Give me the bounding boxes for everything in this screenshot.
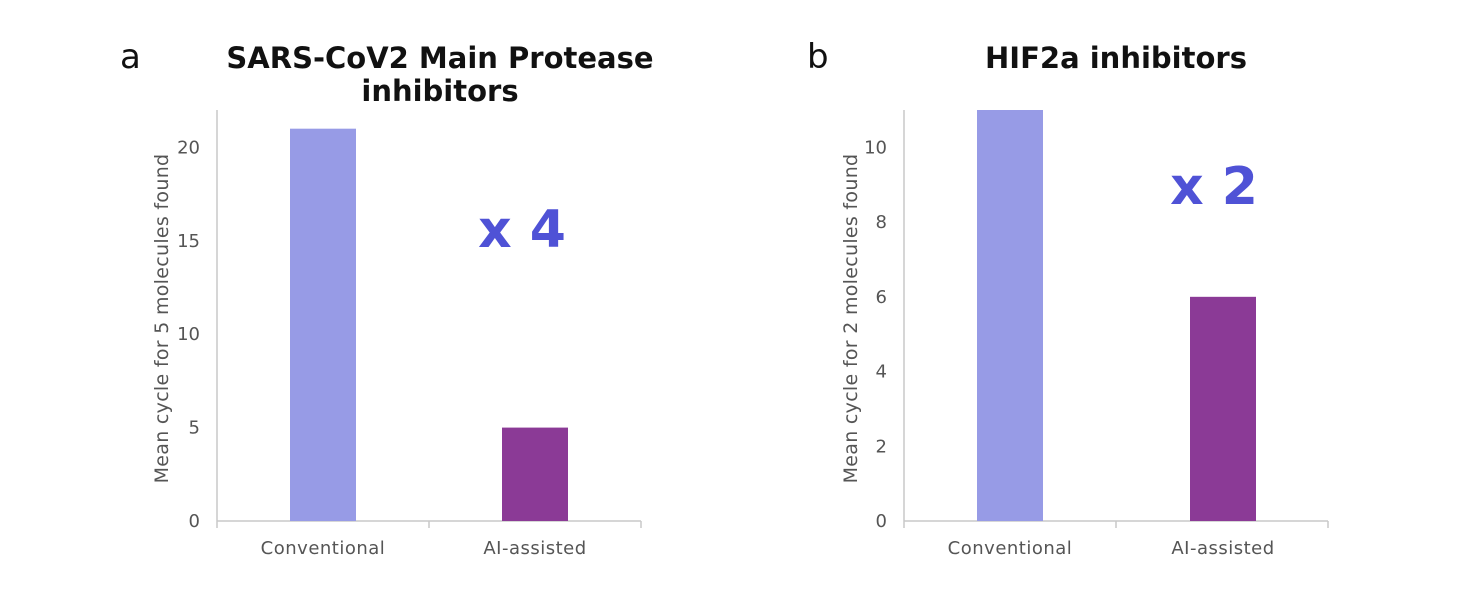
y-tick-label: 10 (864, 137, 887, 158)
chart-title-line: HIF2a inhibitors (985, 41, 1247, 75)
category-label: Conventional (261, 538, 386, 559)
category-label: Conventional (948, 538, 1073, 559)
fold-change-annotation: x 4 (478, 200, 566, 260)
y-tick-label: 10 (177, 324, 200, 345)
y-tick-label: 8 (876, 212, 887, 233)
fold-change-annotation: x 2 (1170, 157, 1258, 217)
chart-title-line: SARS-CoV2 Main Protease (226, 41, 653, 75)
bar-ai-assisted (1190, 296, 1256, 521)
y-tick-label: 0 (876, 511, 887, 532)
bar-conventional (977, 110, 1043, 521)
y-tick-label: 2 (876, 436, 887, 457)
y-tick-label: 4 (876, 362, 887, 383)
bar-conventional (290, 128, 356, 521)
y-tick-label: 20 (177, 137, 200, 158)
y-axis-title: Mean cycle for 2 molecules found (840, 154, 862, 484)
bar-ai-assisted (502, 427, 568, 521)
y-axis-title: Mean cycle for 5 molecules found (151, 154, 173, 484)
y-tick-label: 5 (189, 418, 200, 439)
y-tick-label: 6 (876, 287, 887, 308)
category-label: AI-assisted (483, 538, 586, 559)
y-tick-label: 15 (177, 231, 200, 252)
panel-letter: b (807, 37, 829, 77)
y-tick-label: 0 (189, 511, 200, 532)
panel-letter: a (120, 37, 141, 77)
chart-title-line: inhibitors (361, 74, 518, 108)
category-label: AI-assisted (1171, 538, 1274, 559)
